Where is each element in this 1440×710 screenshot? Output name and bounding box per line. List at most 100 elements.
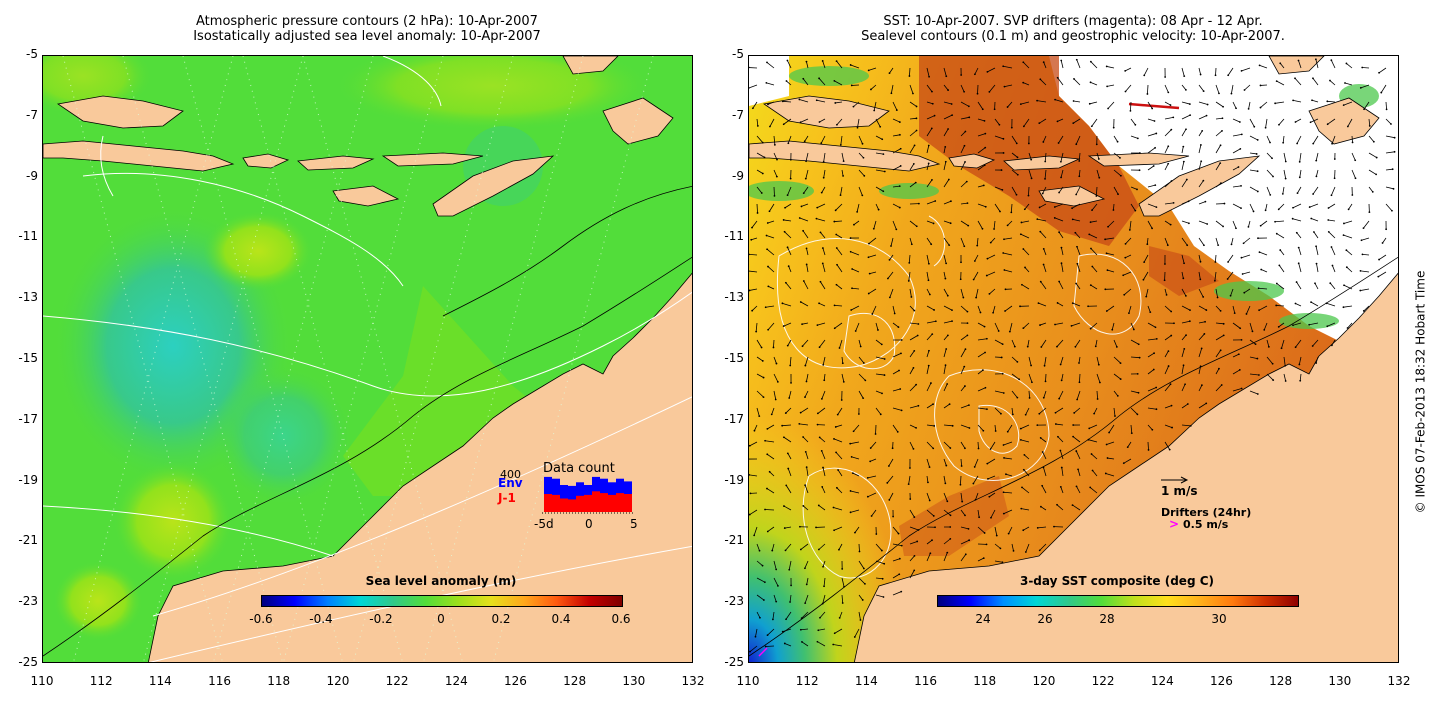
velocity-vector — [769, 471, 775, 477]
right-x-tick-5: 120 — [1032, 674, 1056, 688]
velocity-vector — [1024, 267, 1030, 273]
velocity-vector-head — [766, 61, 768, 64]
velocity-vector-head — [1126, 446, 1129, 449]
velocity-vector-head — [1071, 504, 1074, 506]
velocity-vector-head — [1271, 157, 1273, 160]
velocity-vector — [1295, 303, 1302, 307]
velocity-vector-head — [898, 185, 901, 188]
velocity-vector-head — [1155, 386, 1158, 389]
velocity-vector — [749, 270, 758, 273]
velocity-vector — [909, 237, 913, 245]
velocity-vector — [756, 203, 758, 213]
velocity-vector-head — [1023, 208, 1026, 211]
velocity-vector — [765, 305, 775, 308]
velocity-vector — [892, 203, 900, 208]
velocity-vector — [1028, 356, 1032, 366]
velocity-vector — [1130, 101, 1132, 111]
velocity-vector — [888, 458, 894, 467]
velocity-vector — [818, 543, 826, 550]
velocity-vector — [1385, 101, 1387, 110]
velocity-vector-head — [880, 343, 883, 346]
velocity-vector — [1275, 101, 1285, 104]
velocity-vector-head — [766, 487, 768, 490]
velocity-vector-head — [1147, 449, 1150, 451]
velocity-vector — [1147, 305, 1151, 313]
velocity-vector-head — [1362, 310, 1365, 312]
velocity-vector-head — [1039, 230, 1042, 233]
velocity-vector — [1311, 99, 1319, 103]
velocity-vector — [835, 452, 843, 460]
velocity-vector — [975, 288, 979, 298]
velocity-vector-head — [975, 296, 978, 299]
velocity-vector-head — [945, 262, 948, 265]
velocity-vector-head — [837, 469, 839, 471]
velocity-vector-head — [1137, 343, 1140, 346]
velocity-vector-head — [1019, 427, 1022, 430]
sst-colorbar — [937, 595, 1299, 607]
velocity-vector-head — [1106, 269, 1109, 272]
velocity-vector-head — [944, 277, 947, 280]
velocity-vector — [1343, 284, 1353, 290]
velocity-vector — [841, 594, 844, 604]
velocity-vector-head — [1078, 381, 1081, 384]
velocity-vector — [835, 101, 843, 104]
velocity-vector-head — [760, 346, 763, 349]
velocity-vector-head — [1154, 326, 1157, 329]
velocity-vector-head — [1187, 200, 1190, 203]
velocity-vector — [992, 305, 996, 313]
velocity-vector — [851, 305, 860, 311]
velocity-vector — [1276, 80, 1285, 86]
velocity-vector-head — [934, 200, 937, 202]
velocity-vector — [943, 128, 949, 137]
right-y-tick-1: -7 — [732, 107, 744, 122]
velocity-vector — [1090, 322, 1098, 329]
velocity-vector — [822, 247, 826, 256]
velocity-vector — [1164, 365, 1169, 375]
velocity-vector-head — [864, 379, 867, 382]
velocity-vector-head — [985, 543, 988, 546]
velocity-vector-head — [1199, 144, 1202, 146]
velocity-vector-head — [931, 333, 934, 336]
velocity-vector — [909, 424, 917, 429]
velocity-vector — [806, 264, 809, 273]
velocity-vector-head — [1095, 143, 1098, 146]
velocity-vector-head — [1015, 142, 1018, 145]
velocity-vector-head — [870, 515, 873, 517]
velocity-vector-head — [1221, 117, 1224, 120]
velocity-vector-head — [1199, 278, 1202, 281]
velocity-vector-head — [1170, 180, 1173, 182]
velocity-vector-head — [799, 548, 802, 551]
velocity-vector-head — [915, 383, 918, 386]
velocity-vector — [1075, 283, 1081, 290]
velocity-vector — [782, 100, 792, 103]
velocity-vector-head — [868, 242, 870, 245]
velocity-vector-head — [976, 244, 979, 247]
velocity-vector-head — [765, 234, 768, 237]
velocity-vector — [805, 451, 809, 460]
velocity-vector-head — [1223, 202, 1226, 205]
left-x-tick-6: 122 — [385, 674, 409, 688]
velocity-vector-head — [1024, 551, 1027, 553]
velocity-vector — [1105, 473, 1115, 477]
velocity-vector-head — [1241, 273, 1244, 275]
velocity-vector-head — [804, 364, 807, 367]
velocity-vector — [1360, 288, 1370, 291]
java-island — [749, 140, 941, 172]
velocity-vector-head — [1295, 231, 1298, 234]
velocity-vector — [926, 441, 934, 449]
velocity-vector-head — [802, 77, 805, 80]
velocity-vector-head — [1202, 90, 1205, 93]
velocity-vector — [1130, 186, 1138, 190]
velocity-vector — [977, 203, 986, 208]
velocity-vector — [960, 366, 965, 375]
velocity-vector — [960, 220, 969, 226]
velocity-vector — [1147, 118, 1155, 122]
velocity-vector — [802, 322, 809, 325]
velocity-vector-head — [764, 508, 766, 511]
velocity-vector — [1023, 82, 1030, 86]
velocity-vector-head — [986, 408, 988, 411]
velocity-vector — [909, 101, 917, 107]
velocity-vector-head — [800, 617, 803, 620]
velocity-vector — [977, 369, 984, 375]
velocity-vector — [868, 254, 877, 258]
